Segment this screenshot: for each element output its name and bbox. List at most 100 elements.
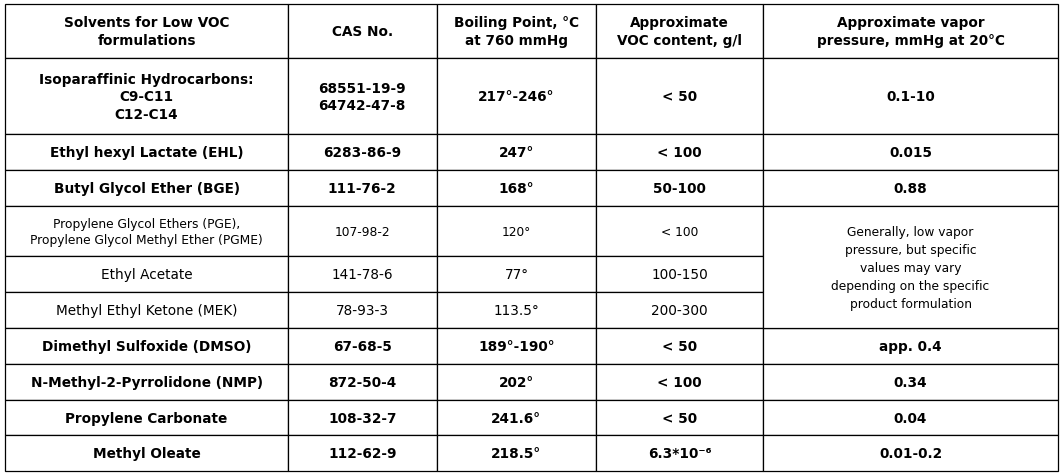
Bar xyxy=(288,328,437,364)
Text: 50-100: 50-100 xyxy=(654,182,706,196)
Bar xyxy=(437,436,596,471)
Bar xyxy=(763,400,1058,436)
Bar xyxy=(763,135,1058,171)
Bar xyxy=(288,364,437,400)
Text: Approximate
VOC content, g/l: Approximate VOC content, g/l xyxy=(618,17,742,48)
Text: 141-78-6: 141-78-6 xyxy=(332,268,393,282)
Text: 241.6°: 241.6° xyxy=(491,411,541,425)
Text: Propylene Carbonate: Propylene Carbonate xyxy=(66,411,227,425)
Bar xyxy=(288,400,437,436)
Bar xyxy=(5,293,288,328)
Bar xyxy=(288,207,437,257)
Bar xyxy=(437,171,596,207)
Text: 6.3*10⁻⁶: 6.3*10⁻⁶ xyxy=(648,446,711,460)
Text: 0.01-0.2: 0.01-0.2 xyxy=(879,446,942,460)
Bar xyxy=(763,207,1058,328)
Bar xyxy=(763,328,1058,364)
Text: 0.88: 0.88 xyxy=(894,182,927,196)
Bar xyxy=(5,436,288,471)
Text: 0.04: 0.04 xyxy=(894,411,927,425)
Bar xyxy=(5,207,288,257)
Text: 107-98-2: 107-98-2 xyxy=(335,225,390,238)
Text: 67-68-5: 67-68-5 xyxy=(333,339,391,353)
Bar xyxy=(288,60,437,135)
Bar xyxy=(5,5,288,60)
Text: Ethyl Acetate: Ethyl Acetate xyxy=(101,268,192,282)
Text: 168°: 168° xyxy=(499,182,535,196)
Text: < 100: < 100 xyxy=(657,146,702,160)
Text: 217°-246°: 217°-246° xyxy=(478,90,555,104)
Text: Butyl Glycol Ether (BGE): Butyl Glycol Ether (BGE) xyxy=(53,182,239,196)
Bar xyxy=(437,328,596,364)
Text: 78-93-3: 78-93-3 xyxy=(336,303,389,317)
Bar xyxy=(437,364,596,400)
Text: Ethyl hexyl Lactate (EHL): Ethyl hexyl Lactate (EHL) xyxy=(50,146,243,160)
Bar xyxy=(288,436,437,471)
Text: < 50: < 50 xyxy=(662,90,697,104)
Bar xyxy=(288,257,437,293)
Text: 111-76-2: 111-76-2 xyxy=(327,182,396,196)
Bar xyxy=(763,171,1058,207)
Bar xyxy=(763,60,1058,135)
Bar xyxy=(763,364,1058,400)
Text: 218.5°: 218.5° xyxy=(491,446,541,460)
Bar xyxy=(596,171,763,207)
Bar xyxy=(5,364,288,400)
Text: < 100: < 100 xyxy=(657,375,702,389)
Bar xyxy=(596,293,763,328)
Bar xyxy=(5,171,288,207)
Bar xyxy=(596,364,763,400)
Text: Boiling Point, °C
at 760 mmHg: Boiling Point, °C at 760 mmHg xyxy=(454,17,579,48)
Bar xyxy=(596,257,763,293)
Bar xyxy=(596,436,763,471)
Bar xyxy=(596,5,763,60)
Text: 120°: 120° xyxy=(502,225,532,238)
Text: 77°: 77° xyxy=(505,268,528,282)
Bar xyxy=(5,328,288,364)
Text: CAS No.: CAS No. xyxy=(332,25,392,39)
Bar xyxy=(437,207,596,257)
Bar xyxy=(596,60,763,135)
Text: Solvents for Low VOC
formulations: Solvents for Low VOC formulations xyxy=(64,17,230,48)
Text: 68551-19-9
64742-47-8: 68551-19-9 64742-47-8 xyxy=(319,81,406,113)
Text: Isoparaffinic Hydrocarbons:
C9-C11
C12-C14: Isoparaffinic Hydrocarbons: C9-C11 C12-C… xyxy=(39,73,254,121)
Text: 200-300: 200-300 xyxy=(652,303,708,317)
Bar xyxy=(437,257,596,293)
Text: 0.1-10: 0.1-10 xyxy=(887,90,934,104)
Bar xyxy=(763,436,1058,471)
Bar xyxy=(437,5,596,60)
Text: Methyl Oleate: Methyl Oleate xyxy=(92,446,201,460)
Bar xyxy=(5,60,288,135)
Text: 189°-190°: 189°-190° xyxy=(478,339,555,353)
Text: Methyl Ethyl Ketone (MEK): Methyl Ethyl Ketone (MEK) xyxy=(56,303,237,317)
Text: 0.34: 0.34 xyxy=(894,375,927,389)
Bar xyxy=(5,257,288,293)
Text: Approximate vapor
pressure, mmHg at 20°C: Approximate vapor pressure, mmHg at 20°C xyxy=(816,17,1005,48)
Text: Generally, low vapor
pressure, but specific
values may vary
depending on the spe: Generally, low vapor pressure, but speci… xyxy=(831,225,990,310)
Text: < 50: < 50 xyxy=(662,411,697,425)
Bar xyxy=(596,400,763,436)
Text: N-Methyl-2-Pyrrolidone (NMP): N-Methyl-2-Pyrrolidone (NMP) xyxy=(31,375,263,389)
Bar xyxy=(596,135,763,171)
Bar xyxy=(437,60,596,135)
Text: 872-50-4: 872-50-4 xyxy=(328,375,396,389)
Text: 247°: 247° xyxy=(499,146,534,160)
Bar xyxy=(596,328,763,364)
Text: < 50: < 50 xyxy=(662,339,697,353)
Bar xyxy=(288,171,437,207)
Text: 0.015: 0.015 xyxy=(889,146,932,160)
Text: 112-62-9: 112-62-9 xyxy=(328,446,396,460)
Bar xyxy=(763,5,1058,60)
Bar xyxy=(288,293,437,328)
Text: 108-32-7: 108-32-7 xyxy=(328,411,396,425)
Bar xyxy=(437,293,596,328)
Text: 100-150: 100-150 xyxy=(652,268,708,282)
Text: Dimethyl Sulfoxide (DMSO): Dimethyl Sulfoxide (DMSO) xyxy=(41,339,251,353)
Text: < 100: < 100 xyxy=(661,225,698,238)
Bar xyxy=(5,135,288,171)
Bar xyxy=(437,135,596,171)
Text: app. 0.4: app. 0.4 xyxy=(879,339,942,353)
Bar xyxy=(596,207,763,257)
Bar xyxy=(5,400,288,436)
Bar xyxy=(288,135,437,171)
